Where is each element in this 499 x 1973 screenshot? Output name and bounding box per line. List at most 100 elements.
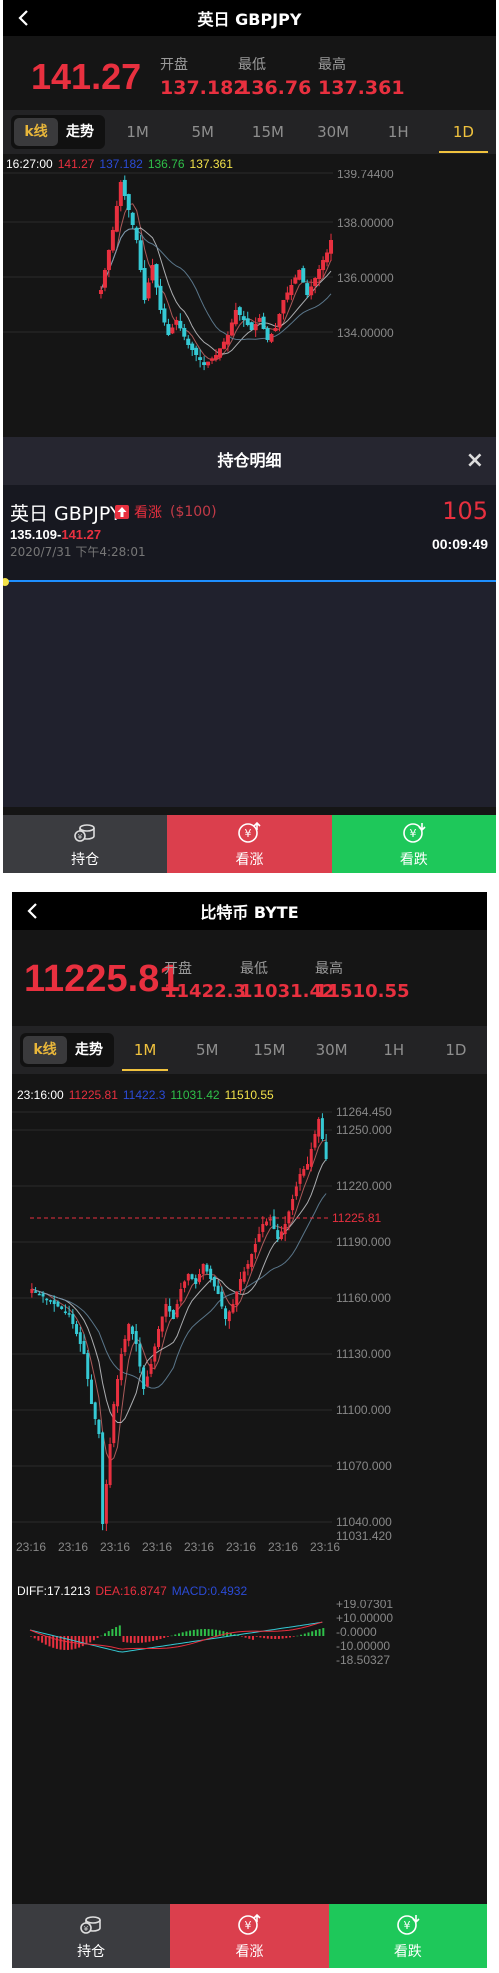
macd-bar <box>248 1636 251 1639</box>
macd-bar <box>229 1633 232 1636</box>
y-tick-label: 11031.420 <box>336 1529 392 1543</box>
header-bar: 英日 GBPJPY <box>3 0 496 36</box>
timeframe-30m[interactable]: 30M <box>317 123 350 141</box>
quote-open: 开盘 137.182 <box>160 57 247 99</box>
timeframe-1d[interactable]: 1D <box>431 109 496 155</box>
candle-body <box>45 1298 49 1301</box>
candle-body <box>229 322 234 336</box>
timeframe-5m[interactable]: 5M <box>196 1041 219 1059</box>
candle-body <box>329 240 334 254</box>
svg-text:¥: ¥ <box>245 827 252 840</box>
candle-body <box>321 260 326 271</box>
macd-bar <box>126 1636 129 1643</box>
candle-body <box>145 1376 149 1387</box>
back-arrow-icon[interactable] <box>13 7 35 29</box>
tab-kline[interactable]: k线 <box>23 1036 67 1064</box>
candle-body <box>34 1291 38 1293</box>
tab-trend[interactable]: 走势 <box>75 1042 103 1058</box>
candle-body <box>186 1274 190 1281</box>
candle-body <box>134 227 139 240</box>
candle-body <box>158 285 163 310</box>
bottom-action-bar: ¥ 持仓 ¥ 看涨 ¥ 看跌 <box>12 1904 487 1968</box>
macd-bar <box>44 1636 47 1645</box>
timeframe-1m[interactable]: 1M <box>126 123 149 141</box>
buy-up-button[interactable]: ¥ 看涨 <box>170 1904 329 1968</box>
candle-body <box>97 1419 101 1434</box>
x-tick-label: 23:16 <box>16 1540 46 1554</box>
macd-bar <box>37 1636 40 1641</box>
macd-bar <box>81 1636 84 1647</box>
candle-body <box>233 310 238 325</box>
buy-down-button[interactable]: ¥ 看跌 <box>331 815 496 873</box>
candle-body <box>30 1289 34 1293</box>
x-tick-label: 23:16 <box>142 1540 172 1554</box>
macd-bar <box>163 1636 166 1638</box>
candle-body <box>150 265 155 281</box>
y-tick-label: 11040.000 <box>336 1515 392 1529</box>
macd-bar <box>255 1636 258 1637</box>
candle-body <box>289 285 294 296</box>
buy-down-button[interactable]: ¥ 看跌 <box>328 1904 487 1968</box>
y-tick-label: 11160.000 <box>336 1291 391 1305</box>
candle-body <box>320 1118 324 1139</box>
position-row[interactable]: 英日 GBPJPY 看涨 ($100) 105 135.109-141.27 20… <box>3 485 496 582</box>
timeframe-15m[interactable]: 15M <box>253 1041 286 1059</box>
y-tick-label: 134.00000 <box>337 326 394 340</box>
candle-body <box>227 1311 231 1322</box>
bitcoin-screen: 比特币 BYTE 11225.81 开盘 11422.3 最低 11031.42… <box>12 892 487 1968</box>
macd-bar <box>104 1633 106 1636</box>
timeframe-1h[interactable]: 1H <box>387 123 409 141</box>
macd-tick-label: -18.50327 <box>336 1653 390 1667</box>
candle-body <box>313 278 318 287</box>
candle-body <box>277 314 282 328</box>
positions-button[interactable]: ¥ 持仓 <box>3 815 168 873</box>
close-icon[interactable]: × <box>465 448 484 473</box>
positions-button[interactable]: ¥ 持仓 <box>12 1904 171 1968</box>
macd-bar <box>322 1628 325 1636</box>
quote-low: 最低 11031.42 <box>240 961 335 1002</box>
macd-bar <box>115 1627 118 1636</box>
candle-body <box>302 1169 306 1176</box>
macd-tick-label: -0.0000 <box>336 1625 377 1639</box>
y-tick-label: 11100.000 <box>336 1403 391 1417</box>
tab-trend[interactable]: 走势 <box>66 124 94 140</box>
buy-up-button[interactable]: ¥ 看涨 <box>167 815 332 873</box>
timeframe-30m[interactable]: 30M <box>315 1041 348 1059</box>
timeframe-1m[interactable]: 1M <box>114 1027 176 1073</box>
modal-header: 持仓明细 × <box>3 437 496 485</box>
candle-body <box>283 1224 287 1235</box>
macd-bar <box>63 1636 66 1650</box>
macd-bar <box>266 1636 269 1639</box>
y-tick-label: 136.00000 <box>337 271 394 285</box>
candle-body <box>210 358 215 361</box>
candle-body <box>257 318 262 322</box>
timeframe-1h[interactable]: 1H <box>383 1041 405 1059</box>
macd-bar <box>263 1636 266 1639</box>
macd-bar <box>222 1631 225 1636</box>
candle-body <box>293 277 298 284</box>
candle-body <box>206 361 211 366</box>
candle-body <box>291 1199 295 1211</box>
candle-body <box>166 324 171 335</box>
coins-icon: ¥ <box>80 1915 101 1934</box>
current-price: 11225.81 <box>24 958 181 1000</box>
candle-body <box>67 1313 71 1315</box>
candle-body <box>164 1304 168 1317</box>
timeframe-5m[interactable]: 5M <box>191 123 215 141</box>
macd-bar <box>96 1636 99 1638</box>
candle-body <box>273 328 278 332</box>
timeframe-15m[interactable]: 15M <box>251 123 284 141</box>
macd-bar <box>277 1636 280 1639</box>
macd-bar <box>211 1629 214 1636</box>
candle-body <box>205 1264 209 1272</box>
timeframe-1d[interactable]: 1D <box>445 1041 467 1059</box>
candlestick-chart[interactable]: 139.74400 138.00000 136.00000 134.00000 <box>3 170 496 437</box>
candle-body <box>178 320 183 329</box>
macd-bar <box>218 1630 221 1636</box>
candlestick-chart[interactable]: 11264.450 11250.000 11220.000 11190.000 1116… <box>12 1104 487 1554</box>
tab-kline[interactable]: k线 <box>14 118 58 146</box>
x-tick-label: 23:16 <box>310 1540 340 1554</box>
candle-body <box>198 357 203 360</box>
candle-body <box>157 1329 161 1347</box>
back-arrow-icon[interactable] <box>22 900 44 922</box>
